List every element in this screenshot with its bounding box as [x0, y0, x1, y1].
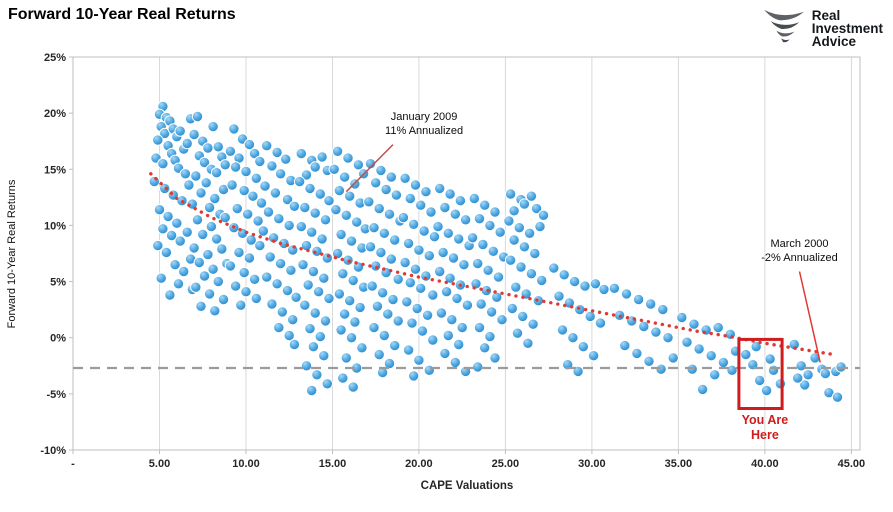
svg-text:25.00: 25.00 — [492, 458, 520, 470]
svg-text:30.00: 30.00 — [578, 458, 606, 470]
svg-text:-5%: -5% — [46, 389, 66, 401]
annotation-text-1: March 2000 — [770, 238, 828, 250]
annotation-text-0: 11% Annualized — [385, 125, 463, 137]
x-axis-title: CAPE Valuations — [421, 480, 514, 492]
you-are-here-box — [737, 337, 784, 410]
brand-line-3: Advice — [811, 34, 856, 49]
svg-text:45.00: 45.00 — [838, 458, 866, 470]
annotation-text-0: January 2009 — [391, 111, 458, 123]
you-are-here-label: Here — [751, 428, 779, 442]
chart-title: Forward 10-Year Real Returns — [8, 6, 236, 23]
svg-text:10.00: 10.00 — [232, 458, 260, 470]
annotation-text-1: -2% Annualized — [761, 252, 837, 264]
svg-text:0%: 0% — [50, 333, 66, 345]
svg-text:15.00: 15.00 — [319, 458, 347, 470]
svg-text:-10%: -10% — [40, 445, 66, 457]
plot-border — [72, 56, 861, 451]
trend-line — [149, 172, 836, 357]
svg-text:5%: 5% — [50, 277, 66, 289]
x-axis: - 5.00 10.00 15.00 20.00 25.00 30.00 35.00 40.00… — [71, 450, 865, 470]
y-axis-title: Forward 10-Year Real Returns — [6, 179, 18, 328]
y-axis: 25% 20% 15% 10% 5% 0% -5% -10% — [40, 52, 73, 457]
annotation-leader-0 — [345, 144, 394, 193]
svg-text:35.00: 35.00 — [665, 458, 693, 470]
svg-text:5.00: 5.00 — [149, 458, 170, 470]
brand-name: Real Investment Advice — [811, 8, 883, 49]
svg-text:20.00: 20.00 — [405, 458, 433, 470]
you-are-here-label: You Are — [742, 413, 789, 427]
svg-text:-: - — [71, 458, 75, 470]
brand-logo: Real Investment Advice — [763, 8, 883, 49]
svg-text:25%: 25% — [44, 52, 66, 64]
brand-line-2: Investment — [811, 21, 883, 36]
svg-text:10%: 10% — [44, 220, 66, 232]
svg-text:15%: 15% — [44, 164, 66, 176]
annotation-leader-1 — [798, 271, 821, 363]
brand-line-1: Real — [811, 8, 841, 23]
svg-text:40.00: 40.00 — [751, 458, 779, 470]
eagle-icon — [763, 8, 805, 49]
svg-text:20%: 20% — [44, 108, 66, 120]
scatter-points — [148, 100, 847, 403]
